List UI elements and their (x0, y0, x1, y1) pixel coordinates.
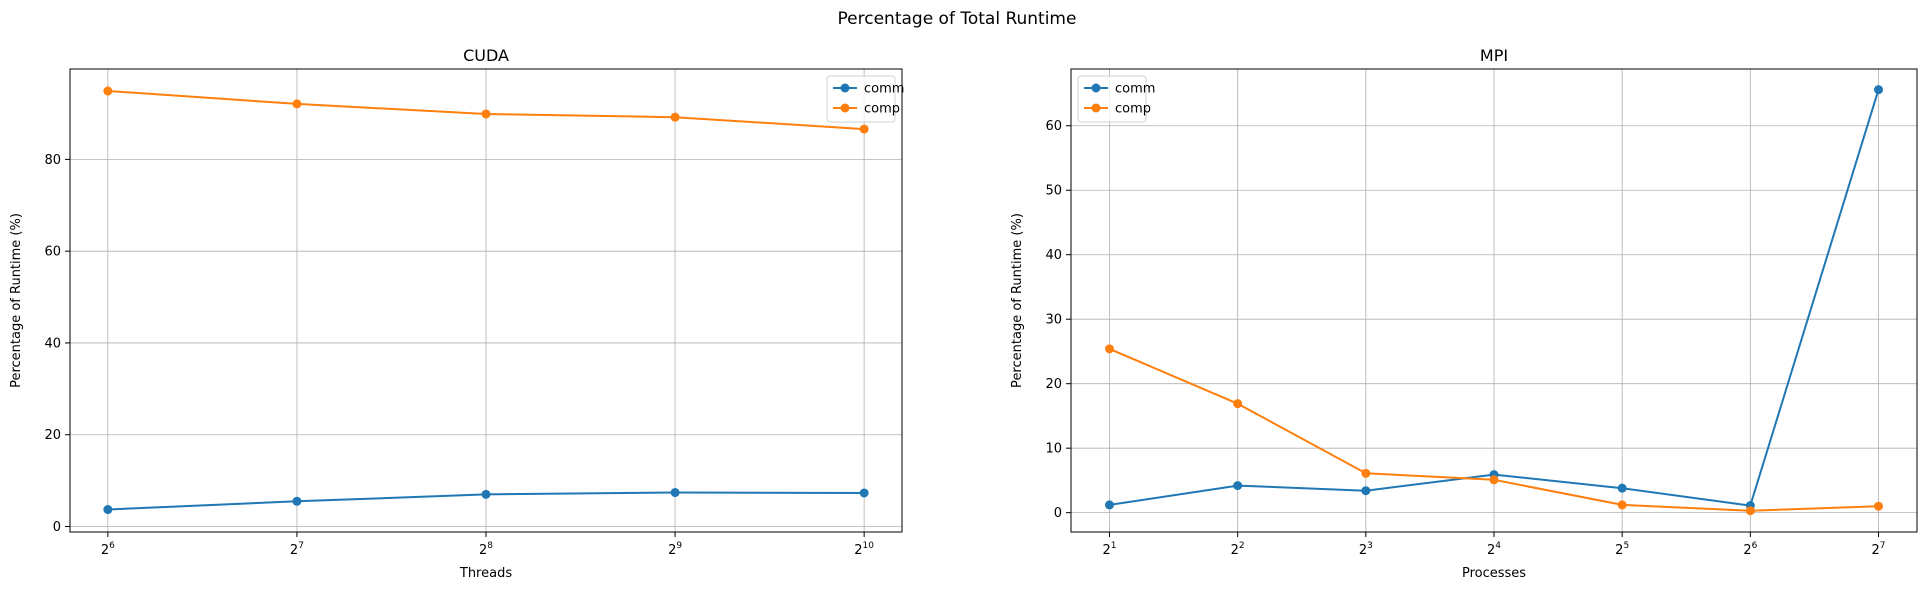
cuda-y-tick-label: 20 (44, 428, 61, 443)
mpi-x-tick-label: 26 (1743, 541, 1757, 558)
mpi-comm-point (1617, 483, 1627, 493)
cuda-comm-point (481, 489, 491, 499)
mpi-comm-point (1874, 85, 1884, 95)
cuda-comp-point (481, 109, 491, 119)
cuda-y-tick-label: 0 (53, 520, 61, 535)
cuda-legend-comm-label: comm (864, 82, 904, 97)
mpi-legend-comm-marker (1091, 83, 1101, 93)
cuda-x-tick-label: 29 (668, 541, 682, 558)
cuda-legend-comp-marker (840, 103, 850, 113)
mpi-x-tick-label: 22 (1231, 541, 1245, 558)
mpi-x-tick-label: 27 (1871, 541, 1885, 558)
cuda-legend-comm-marker (840, 83, 850, 93)
cuda-y-tick-label: 80 (44, 153, 61, 168)
cuda-panel: 26 27 28 29 210 0 20 40 60 80 CUDA Threads Percentag… (9, 46, 904, 581)
cuda-panel-title: CUDA (463, 46, 509, 65)
cuda-x-tick-label: 27 (290, 541, 304, 558)
cuda-comp-point (859, 124, 869, 134)
mpi-comp-point (1617, 500, 1627, 510)
cuda-x-tick-label: 26 (101, 541, 115, 558)
mpi-comp-point (1489, 475, 1499, 485)
cuda-comp-point (292, 99, 302, 109)
mpi-comm-point (1361, 486, 1371, 496)
mpi-comm-point (1233, 481, 1243, 491)
mpi-x-tick-label: 23 (1359, 541, 1373, 558)
cuda-comp-point (103, 86, 113, 96)
cuda-y-tick-label: 40 (44, 336, 61, 351)
mpi-y-tick-label: 20 (1045, 377, 1062, 392)
mpi-y-axis-label: Percentage of Runtime (%) (1010, 213, 1025, 388)
mpi-x-axis-label: Processes (1462, 566, 1526, 581)
cuda-comm-point (103, 505, 113, 515)
mpi-y-tick-label: 0 (1054, 506, 1062, 521)
mpi-comp-point (1874, 501, 1884, 511)
mpi-comm-point (1104, 500, 1114, 510)
mpi-comp-point (1104, 344, 1114, 354)
mpi-panel-title: MPI (1480, 46, 1508, 65)
cuda-legend-comp-label: comp (864, 102, 900, 117)
cuda-x-tick-label: 210 (854, 541, 874, 558)
mpi-panel: 21 22 23 24 25 26 27 0 10 20 30 40 50 60 MPI Processes P… (1010, 46, 1918, 581)
cuda-comp-point (670, 112, 680, 122)
cuda-comm-point (670, 488, 680, 498)
mpi-legend-comp-marker (1091, 103, 1101, 113)
cuda-x-tick-label: 28 (479, 541, 493, 558)
cuda-legend: comm comp (826, 75, 904, 123)
mpi-x-tick-label: 24 (1487, 541, 1501, 558)
mpi-x-tick-label: 21 (1102, 541, 1116, 558)
mpi-comp-point (1361, 468, 1371, 478)
mpi-legend-comm-label: comm (1115, 82, 1155, 97)
mpi-y-tick-label: 30 (1045, 313, 1062, 328)
mpi-y-tick-label: 40 (1045, 248, 1062, 263)
cuda-comm-point (859, 488, 869, 498)
figure-title: Percentage of Total Runtime (838, 9, 1077, 29)
mpi-y-tick-label: 10 (1045, 442, 1062, 457)
mpi-comp-point (1745, 506, 1755, 516)
mpi-legend: comm comp (1077, 75, 1155, 123)
cuda-x-axis-label: Threads (459, 566, 512, 581)
mpi-comp-point (1233, 399, 1243, 409)
mpi-x-tick-label: 25 (1615, 541, 1629, 558)
cuda-y-axis-label: Percentage of Runtime (%) (9, 213, 24, 388)
mpi-y-tick-label: 60 (1045, 119, 1062, 134)
cuda-comm-point (292, 496, 302, 506)
cuda-y-tick-label: 60 (44, 245, 61, 260)
mpi-legend-comp-label: comp (1115, 102, 1151, 117)
mpi-y-tick-label: 50 (1045, 184, 1062, 199)
